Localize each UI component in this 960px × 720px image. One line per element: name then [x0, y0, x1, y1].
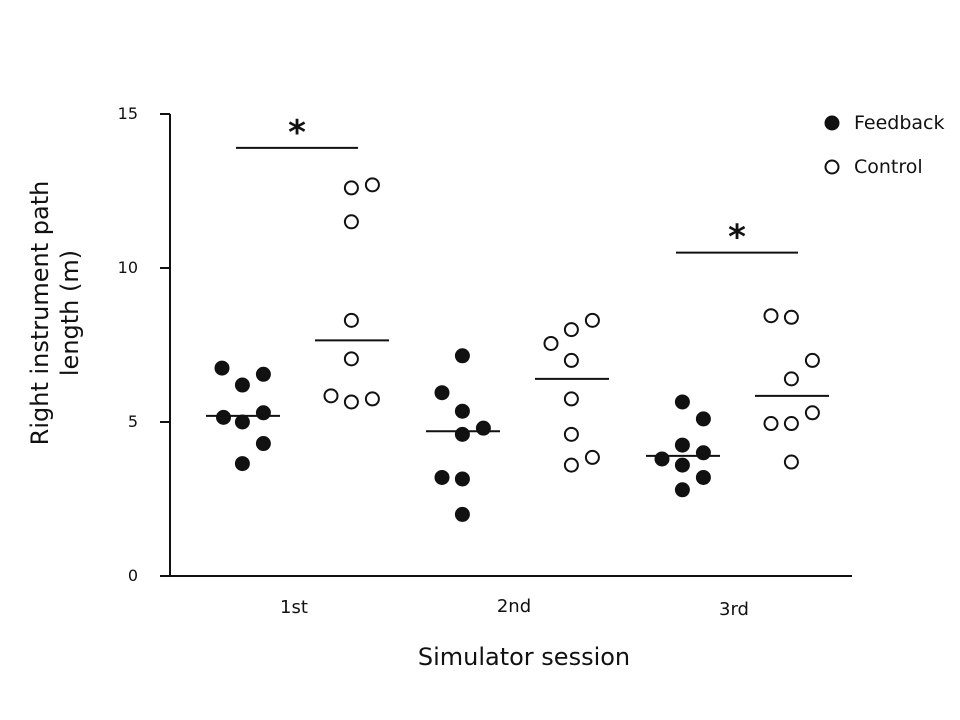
y-tick-label: 10 — [118, 258, 138, 277]
x-category-label: 3rd — [719, 599, 749, 620]
control-point — [783, 371, 799, 387]
feedback-point — [695, 445, 711, 461]
chart-axes — [169, 114, 852, 577]
feedback-point — [695, 469, 711, 485]
feedback-point — [216, 409, 231, 425]
control-point — [343, 351, 359, 367]
legend-label-feedback: Feedback — [854, 112, 944, 134]
feedback-point — [255, 436, 271, 452]
control-point — [584, 449, 600, 465]
y-tick-label: 0 — [128, 566, 138, 585]
control-point — [323, 388, 339, 404]
control-point — [804, 405, 820, 421]
control-point — [563, 322, 579, 338]
control-point — [364, 177, 380, 193]
mean-lines — [206, 339, 829, 457]
y-tick-label: 5 — [128, 412, 138, 431]
feedback-point — [234, 414, 250, 430]
y-ticks: 0 5 10 15 — [118, 104, 170, 585]
feedback-point — [454, 348, 470, 364]
control-point — [763, 416, 779, 432]
feedback-point — [454, 403, 470, 419]
y-axis-title-line2: length (m) — [56, 250, 84, 376]
legend-marker-control — [824, 159, 840, 175]
significance-star: * — [728, 218, 746, 258]
control-point — [563, 391, 579, 407]
feedback-point — [674, 394, 690, 410]
feedback-point — [674, 482, 690, 498]
feedback-point — [255, 405, 271, 421]
control-point — [584, 312, 600, 328]
feedback-point — [214, 360, 230, 376]
control-point — [563, 352, 579, 368]
feedback-point — [255, 366, 271, 382]
x-axis-title: Simulator session — [418, 643, 630, 671]
legend-marker-feedback — [824, 115, 840, 131]
y-axis-title-line1: Right instrument path — [26, 181, 54, 446]
feedback-point — [674, 437, 690, 453]
data-points — [214, 177, 820, 522]
y-tick-label: 15 — [118, 104, 138, 123]
control-point — [364, 391, 380, 407]
legend: Feedback Control — [824, 112, 944, 178]
significance-marks: ** — [236, 113, 798, 258]
control-point — [783, 454, 799, 470]
x-category-label: 2nd — [497, 596, 531, 617]
feedback-point — [674, 457, 690, 473]
feedback-point — [434, 469, 450, 485]
feedback-point — [434, 385, 450, 401]
x-category-labels: 1st 2nd 3rd — [280, 596, 749, 620]
feedback-point — [475, 420, 491, 436]
control-point — [804, 352, 820, 368]
control-point — [763, 308, 779, 324]
feedback-point — [454, 426, 470, 442]
feedback-point — [695, 411, 711, 427]
control-point — [543, 335, 559, 351]
control-point — [783, 416, 799, 432]
control-point — [343, 394, 359, 410]
feedback-point — [234, 456, 250, 472]
legend-label-control: Control — [854, 156, 923, 178]
control-point — [783, 309, 799, 325]
control-point — [563, 426, 579, 442]
control-point — [343, 180, 359, 196]
significance-star: * — [288, 113, 306, 153]
control-point — [343, 312, 359, 328]
feedback-point — [454, 471, 470, 487]
feedback-point — [234, 377, 250, 393]
feedback-point — [454, 506, 470, 522]
feedback-point — [654, 451, 670, 467]
control-point — [563, 457, 579, 473]
x-category-label: 1st — [280, 597, 308, 618]
control-point — [343, 214, 359, 230]
